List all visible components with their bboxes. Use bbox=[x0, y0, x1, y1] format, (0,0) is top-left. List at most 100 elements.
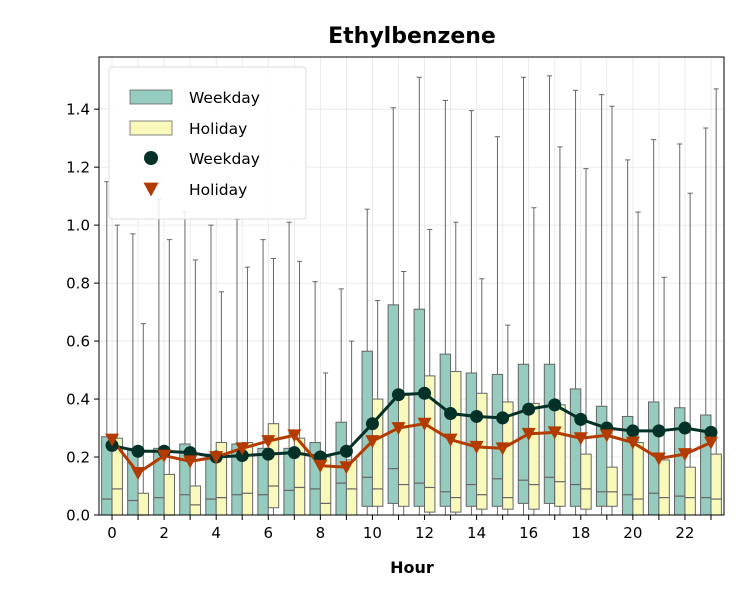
x-tick-label: 8 bbox=[316, 524, 326, 542]
legend-label: Holiday bbox=[189, 181, 247, 199]
holiday-box bbox=[606, 466, 618, 507]
holiday-box bbox=[502, 401, 514, 510]
weekday-mean-point bbox=[391, 388, 405, 402]
plot-frame bbox=[98, 56, 725, 516]
weekday-box-swatch bbox=[129, 89, 173, 105]
holiday-box bbox=[424, 375, 436, 513]
x-tick-label: 2 bbox=[159, 524, 169, 542]
weekday-mean-point bbox=[548, 398, 562, 412]
weekday-box bbox=[465, 372, 478, 507]
x-tick-label: 22 bbox=[675, 524, 694, 542]
holiday-mean-point bbox=[235, 442, 250, 456]
holiday-mean-point bbox=[521, 427, 536, 441]
holiday-box bbox=[632, 442, 644, 516]
weekday-mean-point bbox=[365, 417, 379, 431]
holiday-mean-point bbox=[391, 422, 406, 436]
x-tick-label: 4 bbox=[211, 524, 221, 542]
x-tick-label: 0 bbox=[107, 524, 117, 542]
legend-label: Weekday bbox=[189, 89, 260, 107]
weekday-mean-point bbox=[470, 409, 484, 423]
holiday-mean-point bbox=[469, 440, 484, 454]
legend-label: Weekday bbox=[189, 150, 260, 168]
x-tick-label: 14 bbox=[467, 524, 486, 542]
holiday-mean-point bbox=[495, 442, 510, 456]
weekday-mean-point bbox=[626, 424, 640, 438]
legend: Weekday Holiday Weekday Holiday bbox=[108, 66, 307, 220]
holiday-mean-point bbox=[261, 435, 276, 449]
holiday-box bbox=[189, 485, 202, 516]
holiday-box-swatch bbox=[129, 120, 173, 136]
holiday-mean-point bbox=[339, 461, 354, 475]
weekday-mean-point bbox=[574, 412, 588, 426]
y-axis: 0.0 0.2 0.4 0.6 0.8 1.0 1.2 1.4 bbox=[66, 101, 99, 525]
holiday-box bbox=[267, 423, 280, 509]
holiday-mean-point bbox=[183, 455, 198, 469]
holiday-mean-point bbox=[105, 433, 120, 447]
weekday-mean-point bbox=[496, 411, 510, 425]
x-tick-label: 18 bbox=[571, 524, 590, 542]
weekday-mean-point bbox=[418, 386, 432, 400]
y-tick-label: 0.0 bbox=[66, 507, 90, 525]
holiday-mean-point bbox=[157, 449, 172, 463]
x-tick-label: 10 bbox=[363, 524, 382, 542]
holiday-box bbox=[554, 404, 566, 507]
holiday-mean-point bbox=[313, 459, 328, 473]
weekday-box bbox=[491, 373, 504, 507]
weekday-mean-point bbox=[652, 424, 666, 438]
y-tick-label: 1.2 bbox=[66, 159, 90, 177]
holiday-mean-point bbox=[365, 435, 380, 449]
weekday-mean-point bbox=[678, 421, 692, 435]
holiday-mean-point bbox=[573, 432, 588, 446]
x-axis-label: Hour bbox=[390, 558, 434, 577]
weekday-mean-point bbox=[339, 444, 353, 458]
holiday-mean-point bbox=[417, 417, 432, 431]
weekday-box bbox=[127, 447, 139, 516]
weekday-mean-point bbox=[235, 449, 249, 463]
holiday-mean-point bbox=[209, 451, 224, 465]
weekday-mean-point bbox=[522, 402, 536, 416]
y-tick-label: 0.6 bbox=[66, 333, 90, 351]
y-tick-label: 0.4 bbox=[66, 391, 90, 409]
holiday-mean-point bbox=[703, 436, 718, 450]
legend-label: Holiday bbox=[189, 120, 247, 138]
y-tick-label: 0.2 bbox=[66, 449, 90, 467]
y-tick-label: 1.0 bbox=[66, 217, 90, 235]
holiday-mean-point bbox=[599, 429, 614, 443]
holiday-box bbox=[580, 453, 592, 510]
holiday-mean-point bbox=[443, 433, 458, 447]
holiday-box bbox=[371, 398, 384, 507]
holiday-box bbox=[710, 453, 722, 516]
holiday-box bbox=[397, 392, 410, 507]
holiday-mean-point bbox=[625, 436, 640, 450]
weekday-mean-point bbox=[704, 425, 718, 439]
x-axis: 0 2 4 6 8 10 12 14 16 18 20 22 bbox=[107, 515, 712, 542]
weekday-mean-point bbox=[287, 446, 301, 460]
weekday-mean-point bbox=[131, 444, 145, 458]
holiday-box bbox=[137, 492, 149, 516]
x-tick-label: 6 bbox=[263, 524, 273, 542]
weekday-mean-point bbox=[444, 407, 458, 421]
holiday-box bbox=[684, 466, 696, 516]
weekday-box bbox=[595, 405, 608, 507]
weekday-mean-point bbox=[261, 447, 275, 461]
y-tick-label: 0.8 bbox=[66, 275, 90, 293]
holiday-mean-point bbox=[131, 467, 146, 480]
holiday-box bbox=[163, 473, 176, 516]
holiday-mean-point bbox=[677, 448, 692, 462]
holiday-box bbox=[658, 459, 670, 516]
holiday-mean-point bbox=[651, 452, 666, 466]
x-tick-label: 20 bbox=[623, 524, 642, 542]
holiday-box bbox=[528, 402, 540, 510]
x-tick-label: 12 bbox=[415, 524, 434, 542]
weekday-box bbox=[439, 353, 452, 507]
holiday-mean-point bbox=[287, 429, 302, 443]
x-tick-label: 16 bbox=[519, 524, 538, 542]
box-series bbox=[101, 75, 722, 516]
weekday-box bbox=[413, 308, 426, 507]
legend-frame bbox=[108, 66, 307, 220]
y-tick-label: 1.4 bbox=[66, 101, 90, 119]
holiday-mean-point bbox=[547, 426, 562, 440]
mean-lines bbox=[105, 386, 718, 480]
weekday-box bbox=[569, 388, 582, 507]
